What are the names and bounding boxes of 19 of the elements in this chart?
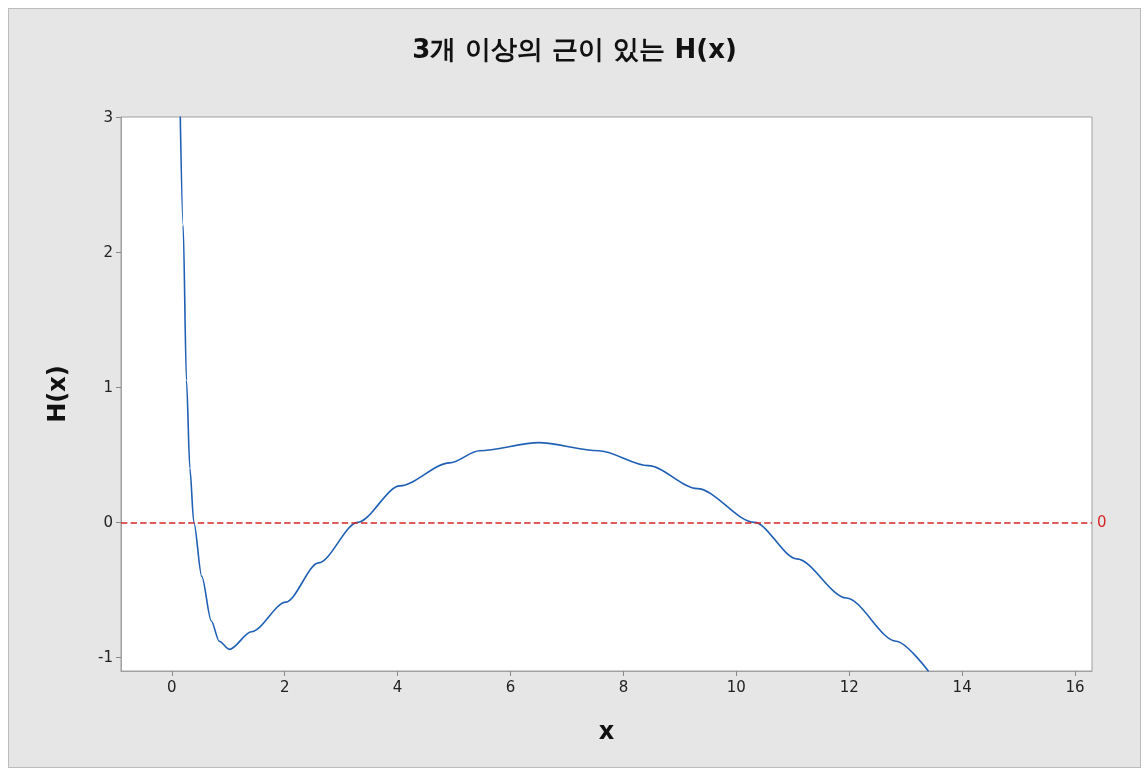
x-tick-label: 8 (618, 677, 629, 696)
x-axis-title: x (598, 717, 615, 745)
y-axis-title: H(x) (43, 365, 71, 423)
x-tick-label: 12 (839, 677, 859, 696)
y-tick-label: 3 (103, 108, 113, 126)
y-tick-label: -1 (98, 648, 113, 667)
x-tick-label: 16 (1065, 677, 1085, 696)
x-tick-label: 0 (167, 677, 177, 696)
x-tick-label: 14 (952, 677, 972, 696)
x-tick-label: 4 (392, 677, 403, 696)
y-tick-label: 1 (103, 378, 113, 397)
y-tick-label: 0 (103, 513, 113, 532)
y-tick-label: 2 (103, 243, 113, 262)
x-tick-label: 6 (505, 677, 516, 696)
x-tick-label: 10 (726, 677, 746, 696)
chart-title: 3개 이상의 근이 있는 H(x) (412, 34, 737, 64)
x-tick-label: 2 (279, 677, 290, 696)
ref-line-label: 0 (1097, 513, 1107, 532)
line-series (179, 116, 930, 672)
